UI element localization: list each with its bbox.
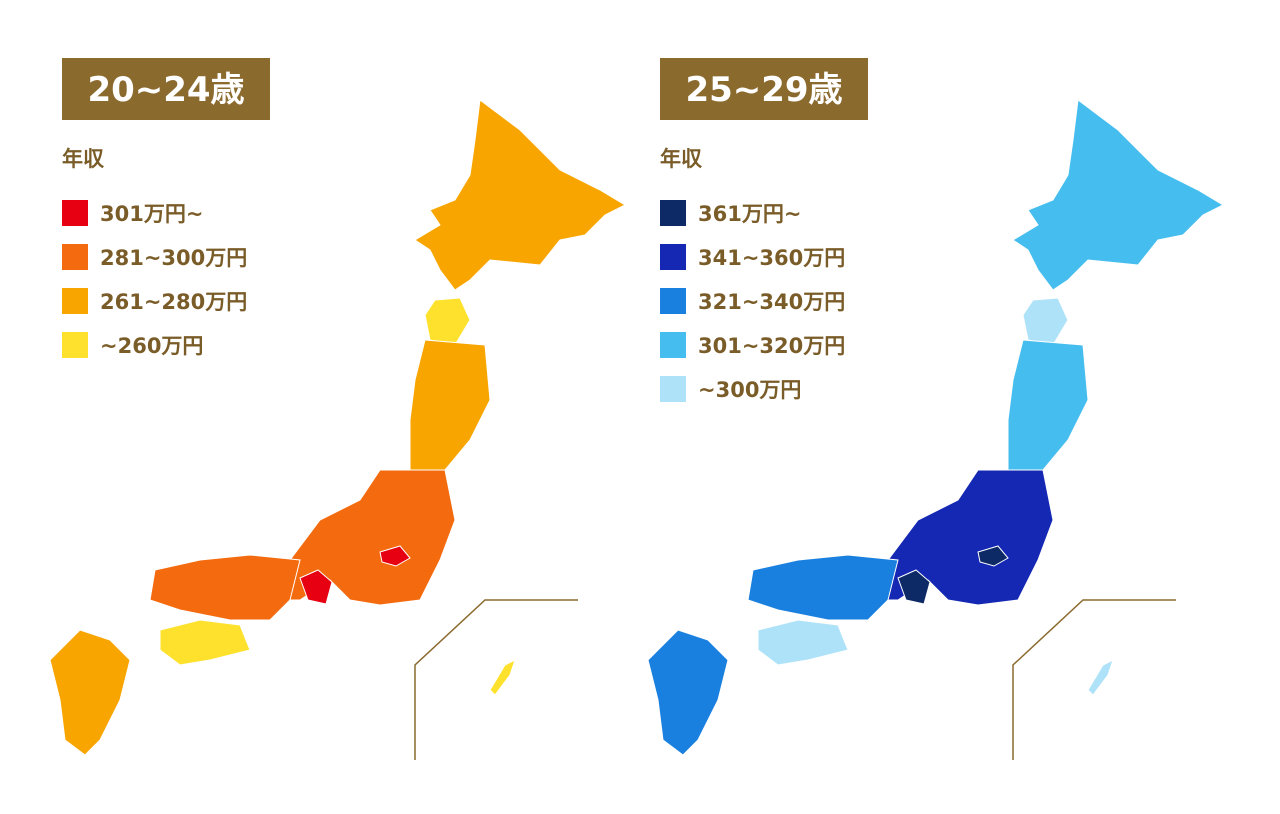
prefecture-region	[409, 339, 491, 471]
legend-swatch	[62, 244, 88, 270]
legend-label: 341~360万円	[698, 246, 845, 270]
panel-title: 25~29歳	[685, 70, 842, 110]
legend-label: ~260万円	[100, 334, 203, 358]
legend-swatch	[660, 200, 686, 226]
prefecture-region	[159, 619, 251, 666]
legend-label: 261~280万円	[100, 290, 247, 314]
prefecture-region	[1087, 659, 1114, 696]
legend-label: 361万円~	[698, 202, 801, 226]
legend-label: 281~300万円	[100, 246, 247, 270]
prefecture-region	[647, 629, 729, 756]
prefecture-region	[299, 569, 333, 605]
legend-swatch	[660, 376, 686, 402]
prefecture-region	[977, 545, 1009, 567]
legend-swatch	[660, 332, 686, 358]
prefecture-region	[379, 545, 411, 567]
inset-border	[414, 599, 578, 760]
legend-label: ~300万円	[698, 378, 801, 402]
prefecture-region	[149, 554, 301, 621]
legend-title: 年収	[62, 147, 105, 171]
prefecture-region	[1007, 339, 1089, 471]
prefecture-region	[757, 619, 849, 666]
prefecture-region	[1022, 297, 1069, 346]
legend-title: 年収	[660, 147, 703, 171]
legend-swatch	[660, 288, 686, 314]
legend-label: 301万円~	[100, 202, 203, 226]
prefecture-region	[424, 297, 471, 346]
prefecture-region	[49, 629, 131, 756]
legend-swatch	[62, 200, 88, 226]
prefecture-region	[867, 469, 1054, 606]
prefecture-region	[269, 469, 456, 606]
title-box	[62, 58, 270, 120]
prefecture-region	[1012, 99, 1225, 291]
panel-title: 20~24歳	[87, 70, 244, 110]
legend-swatch	[660, 244, 686, 270]
inset-border	[1012, 599, 1176, 760]
prefecture-region	[489, 659, 516, 696]
prefecture-region	[747, 554, 899, 621]
legend-swatch	[62, 332, 88, 358]
prefecture-region	[897, 569, 931, 605]
legend-label: 301~320万円	[698, 334, 845, 358]
title-box	[660, 58, 868, 120]
legend-label: 321~340万円	[698, 290, 845, 314]
prefecture-region	[414, 99, 627, 291]
legend-swatch	[62, 288, 88, 314]
